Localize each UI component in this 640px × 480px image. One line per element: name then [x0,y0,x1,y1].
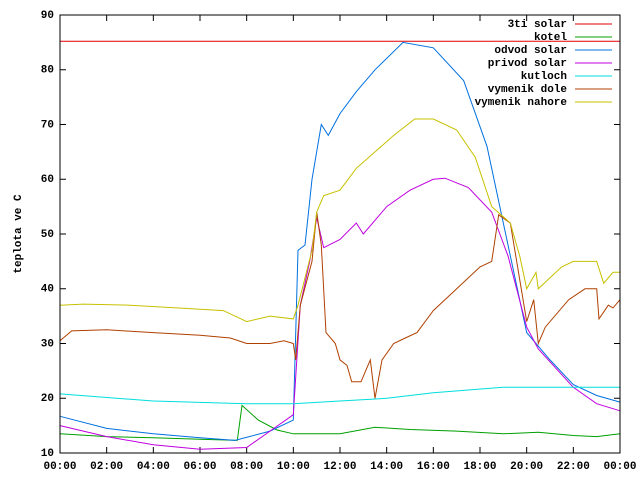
y-tick-label: 80 [41,65,54,77]
x-tick-label: 14:00 [370,461,403,473]
x-tick-label: 06:00 [183,461,216,473]
series-line [59,177,621,450]
legend-label: 3ti solar [508,19,567,31]
y-tick-label: 70 [41,119,54,131]
legend-label: kutloch [521,71,567,83]
x-tick-label: 08:00 [230,461,263,473]
y-tick-label: 20 [41,393,54,405]
y-tick-label: 10 [41,448,54,460]
x-tick-label: 04:00 [137,461,170,473]
series-line [59,212,621,399]
series-line [59,41,621,441]
legend-label: vymenik dole [488,84,568,96]
series-line [59,118,620,323]
series-line [59,386,620,405]
x-tick-label: 02:00 [90,461,123,473]
x-tick-label: 10:00 [277,461,310,473]
plot-frame [59,14,621,454]
x-tick-label: 00:00 [43,461,76,473]
x-tick-label: 22:00 [557,461,590,473]
y-tick-label: 40 [41,284,54,296]
x-tick-label: 16:00 [417,461,450,473]
legend-label: privod solar [488,58,567,70]
x-tick-label: 18:00 [463,461,496,473]
x-tick-label: 12:00 [323,461,356,473]
x-tick-label: 00:00 [603,461,636,473]
x-tick-label: 20:00 [510,461,543,473]
y-tick-label: 50 [41,229,54,241]
y-tick-label: 60 [41,174,54,186]
series-line [59,404,621,441]
legend-label: kotel [534,32,567,44]
legend-label: vymenik nahore [475,97,568,109]
y-tick-label: 90 [41,10,54,22]
legend-label: odvod solar [494,45,567,57]
y-axis-label: teplota ve C [13,194,25,274]
y-tick-label: 30 [41,338,54,350]
